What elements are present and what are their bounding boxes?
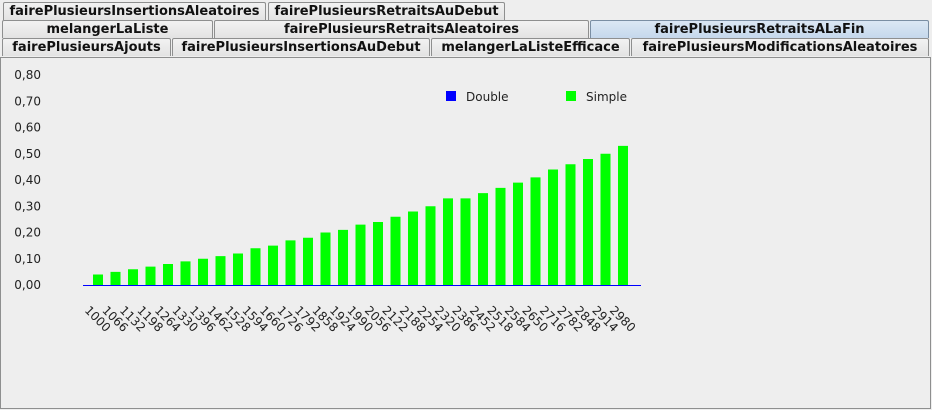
legend-label-simple: Simple xyxy=(586,90,627,104)
bar-simple xyxy=(425,206,436,285)
bar-simple xyxy=(618,145,628,285)
bar-simple xyxy=(513,182,523,285)
bar-simple xyxy=(548,169,558,285)
bar-simple xyxy=(355,224,366,285)
y-tick-label: 0,40 xyxy=(14,173,41,187)
bar-simple xyxy=(390,216,401,285)
tab-melanger-la-liste-efficace[interactable]: melangerLaListeEfficace xyxy=(431,38,630,56)
tab-melanger-la-liste[interactable]: melangerLaListe xyxy=(2,20,213,38)
bar-simple xyxy=(600,153,611,285)
bar-simple xyxy=(110,271,121,285)
x-axis: 1000106611321198126413301396146215281594… xyxy=(82,303,638,334)
bar-simple xyxy=(530,177,541,285)
tab-faire-plusieurs-retraits-aleatoires[interactable]: fairePlusieursRetraitsAleatoires xyxy=(214,20,589,38)
bar-simple xyxy=(93,274,103,285)
y-tick-label: 0,50 xyxy=(14,147,41,161)
bar-chart: 0,00 0,10 0,20 0,30 0,40 0,50 0,60 0,70 0,80 100… xyxy=(14,68,641,335)
tab-faire-plusieurs-insertions-au-debut[interactable]: fairePlusieursInsertionsAuDebut xyxy=(172,38,430,56)
bar-simple xyxy=(408,211,418,285)
y-tick-label: 0,70 xyxy=(14,94,41,108)
y-tick-label: 0,30 xyxy=(14,199,41,213)
bar-simple xyxy=(478,193,488,285)
tab-faire-plusieurs-retraits-a-la-fin[interactable]: fairePlusieursRetraitsALaFin xyxy=(590,20,929,38)
legend: Double Simple xyxy=(446,90,627,104)
y-tick-label: 0,20 xyxy=(14,226,41,240)
bars xyxy=(93,145,628,285)
bar-simple xyxy=(198,258,208,285)
legend-swatch-double xyxy=(446,91,456,101)
bar-simple xyxy=(583,159,593,285)
legend-swatch-simple xyxy=(566,91,576,101)
y-tick-label: 0,60 xyxy=(14,121,41,135)
bar-simple xyxy=(320,232,331,285)
bar-simple xyxy=(460,198,471,285)
tab-faire-plusieurs-ajouts[interactable]: fairePlusieursAjouts xyxy=(2,38,171,56)
bar-simple xyxy=(233,253,243,285)
bar-simple xyxy=(338,229,348,285)
bar-simple xyxy=(495,187,506,285)
chart-panel: 0,00 0,10 0,20 0,30 0,40 0,50 0,60 0,70 0,80 100… xyxy=(0,57,931,409)
bar-simple xyxy=(250,248,261,285)
bar-simple xyxy=(443,198,453,285)
legend-label-double: Double xyxy=(466,90,509,104)
y-tick-label: 0,00 xyxy=(14,278,41,292)
bar-simple xyxy=(565,164,576,285)
bar-simple xyxy=(303,237,313,285)
bar-simple xyxy=(373,222,383,285)
bar-simple xyxy=(128,269,138,285)
tab-faire-plusieurs-insertions-aleatoires[interactable]: fairePlusieursInsertionsAleatoires xyxy=(3,2,266,20)
tab-faire-plusieurs-modifications-aleatoires[interactable]: fairePlusieursModificationsAleatoires xyxy=(631,38,929,56)
y-axis: 0,00 0,10 0,20 0,30 0,40 0,50 0,60 0,70 0,80 xyxy=(14,68,641,292)
bar-simple xyxy=(163,264,173,285)
bar-simple xyxy=(285,240,296,285)
bar-simple xyxy=(180,261,191,285)
bar-simple xyxy=(145,266,156,285)
bar-simple xyxy=(215,256,226,285)
bar-simple xyxy=(268,245,278,285)
tab-faire-plusieurs-retraits-au-debut[interactable]: fairePlusieursRetraitsAuDebut xyxy=(268,2,505,20)
y-tick-label: 0,10 xyxy=(14,252,41,266)
y-tick-label: 0,80 xyxy=(14,68,41,82)
